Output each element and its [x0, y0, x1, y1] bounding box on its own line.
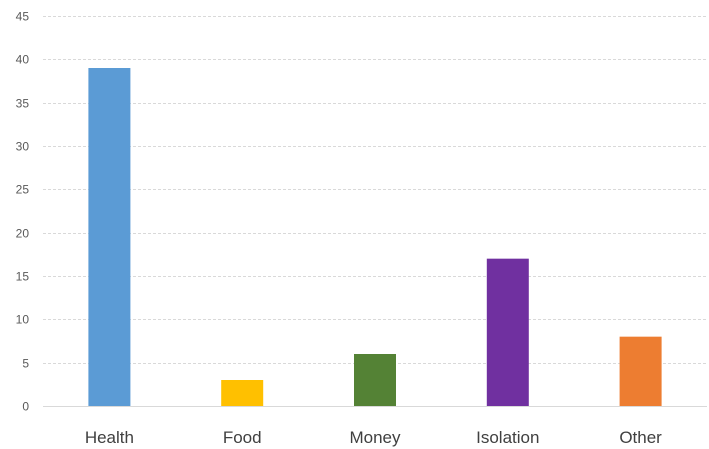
- y-axis-ticks: 0 5 10 15 20 25 30 35 40 45: [16, 10, 30, 414]
- x-tick-label-health: Health: [85, 428, 134, 447]
- x-tick-label-food: Food: [223, 428, 262, 447]
- x-tick-label-other: Other: [619, 428, 662, 447]
- gridlines: [43, 16, 707, 407]
- x-axis-ticks: Health Food Money Isolation Other: [85, 428, 662, 447]
- x-tick-label-isolation: Isolation: [476, 428, 539, 447]
- y-tick-label: 0: [22, 400, 29, 414]
- y-tick-label: 45: [16, 10, 30, 24]
- bar-health: [88, 68, 131, 406]
- bar-other: [619, 336, 662, 406]
- x-tick-label-money: Money: [349, 428, 401, 447]
- y-tick-label: 10: [16, 313, 30, 327]
- bars: [88, 68, 662, 406]
- y-tick-label: 30: [16, 140, 30, 154]
- y-tick-label: 40: [16, 53, 30, 67]
- y-tick-label: 20: [16, 227, 30, 241]
- bar-food: [221, 380, 264, 406]
- y-tick-label: 5: [22, 357, 29, 371]
- bar-money: [354, 354, 396, 406]
- bar-isolation: [486, 258, 529, 406]
- y-tick-label: 35: [16, 97, 30, 111]
- y-tick-label: 15: [16, 270, 30, 284]
- y-tick-label: 25: [16, 183, 30, 197]
